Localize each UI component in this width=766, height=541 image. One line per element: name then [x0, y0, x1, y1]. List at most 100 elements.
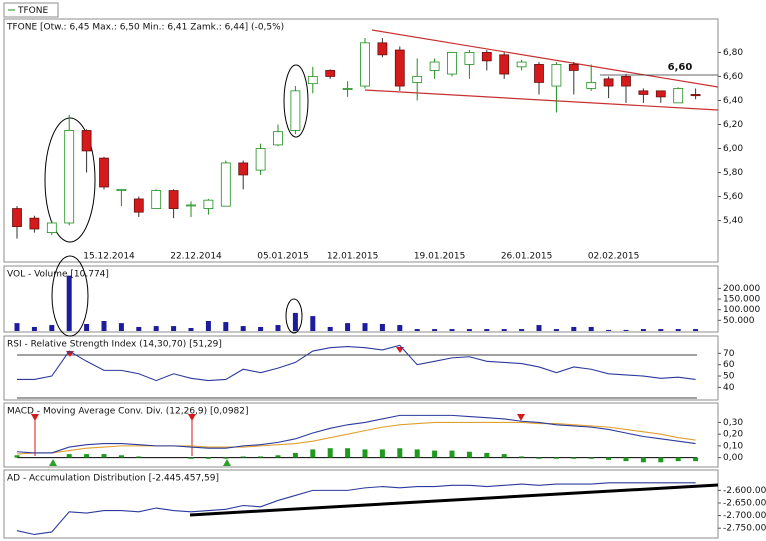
candle-body [29, 217, 40, 230]
histogram-bar [379, 449, 385, 458]
volume-bar [118, 323, 124, 331]
y-tick-label: 5,60 [723, 192, 743, 202]
candle-body [307, 76, 318, 85]
histogram-bar [414, 449, 420, 458]
histogram-bar [362, 449, 368, 458]
candle-body [464, 52, 475, 65]
volume-bar [292, 312, 298, 331]
histogram-bar [292, 452, 298, 458]
histogram-bar [84, 454, 90, 458]
candle-body [412, 76, 423, 83]
trend-line [371, 29, 719, 88]
buy-signal [223, 459, 231, 466]
candle-body [12, 208, 22, 227]
volume-bar [640, 329, 646, 331]
volume-bar [519, 329, 525, 331]
candle-body [429, 61, 440, 71]
candle-body [377, 42, 388, 56]
histogram-bar [588, 457, 594, 459]
macd-line [16, 414, 696, 454]
x-tick-label: 12.01.2015 [327, 252, 379, 262]
y-tick-label: 6,40 [723, 96, 743, 106]
volume-bar [205, 320, 211, 331]
x-tick-label: 22.12.2014 [170, 252, 222, 262]
histogram-bar [345, 448, 351, 458]
y-tick-label: 0,20 [723, 430, 743, 440]
volume-bar [188, 328, 194, 331]
volume-bar [658, 329, 664, 331]
candle-body [481, 52, 492, 62]
histogram-bar [675, 457, 681, 462]
highlight-ellipse [44, 117, 96, 243]
x-tick-label: 19.01.2015 [414, 252, 466, 262]
y-tick-label: 200.000 [723, 284, 760, 294]
indicator-line [16, 482, 696, 536]
histogram-bar [519, 456, 525, 458]
candle-body [99, 157, 109, 188]
histogram-bar [623, 457, 629, 462]
volume-bar [432, 329, 438, 331]
volume-bar [49, 325, 55, 331]
symbol-tab[interactable] [3, 2, 59, 18]
volume-bar [310, 316, 316, 331]
volume-bar [536, 325, 542, 331]
y-tick-label: 100.000 [723, 305, 760, 315]
x-tick-label: 26.01.2015 [501, 252, 553, 262]
x-tick-label: 05.01.2015 [257, 252, 309, 262]
panel-frames [3, 18, 719, 539]
candle-body [673, 88, 684, 104]
y-tick-label: 6,20 [723, 120, 743, 130]
candle-body [116, 188, 127, 191]
volume-bar [693, 329, 699, 331]
panel-title: TFONE [Otw.: 6,45 Max.: 6,50 Min.: 6,41 … [6, 23, 284, 33]
y-tick-label: 6,80 [723, 48, 743, 58]
volume-bar [501, 329, 507, 331]
candle-body [255, 148, 266, 171]
panel-title: VOL - Volume [10.774] [7, 270, 109, 280]
histogram-bar [101, 454, 107, 458]
highlight-ellipse [51, 255, 89, 337]
volume-bar [623, 329, 629, 331]
candle-body [290, 90, 301, 131]
y-tick-label: 40 [723, 383, 735, 393]
histogram-bar [536, 457, 542, 459]
rsi-panel [3, 335, 719, 401]
panel-title: AD - Accumulation Distribution [-2.445.4… [7, 474, 219, 484]
candle-body [638, 90, 649, 95]
candle-body [568, 64, 579, 71]
candle-body [551, 64, 562, 87]
candle-body [447, 52, 457, 75]
candle-body [325, 70, 336, 77]
volume-bar [345, 323, 351, 331]
annotation: 6,60 [668, 62, 693, 73]
histogram-bar [606, 457, 612, 460]
y-tick-label: 6,60 [723, 72, 743, 82]
volume-bar [571, 326, 577, 331]
candle-body [603, 78, 614, 87]
volume-bar [66, 275, 72, 331]
candle-body [655, 90, 666, 98]
volume-bar [153, 326, 159, 331]
candle-body [64, 130, 75, 224]
volume-bar [223, 322, 229, 331]
symbol-label: TFONE [17, 6, 48, 16]
sell-signal [31, 414, 39, 421]
volume-bar [327, 326, 333, 331]
candle-body [621, 76, 631, 87]
y-tick-label: 0,30 [723, 418, 743, 428]
y-tick-label: 70 [723, 349, 735, 359]
y-tick-label: -2.650.000 [723, 498, 766, 508]
volume-bar [101, 320, 107, 331]
histogram-bar [14, 455, 20, 458]
volume-bar [362, 323, 368, 331]
histogram-bar [66, 454, 72, 458]
y-tick-label: 50 [723, 372, 735, 382]
trend-line [189, 483, 719, 517]
histogram-bar [397, 448, 403, 458]
y-tick-label: -2.750.000 [723, 524, 766, 534]
volume-bar [484, 329, 490, 331]
x-tick-label: 15.12.2014 [83, 252, 135, 262]
y-tick-label: 5,40 [723, 216, 743, 226]
candle-body [499, 54, 510, 75]
